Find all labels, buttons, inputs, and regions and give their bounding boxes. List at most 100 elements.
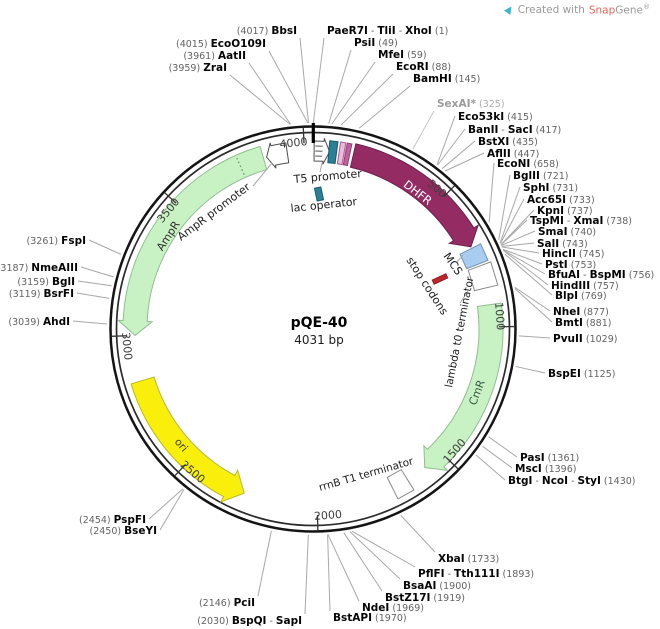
feature-ampr [116,145,268,337]
plasmid-size: 4031 bp [294,333,344,347]
enzyme-leader-BseYI [159,489,185,531]
enzyme-site-SalI: SalI (743) [537,238,588,250]
tick-mark-1500 [446,457,459,470]
enzyme-leader-SexAI [412,110,435,150]
enzyme-leader-FspI [88,239,122,255]
feature-ampr-divider [236,157,245,175]
enzyme-leader-BsrFI [76,292,110,299]
enzyme-site-NdeI: NdeI (1969) [362,602,424,614]
enzyme-site-PciI: (2146) PciI [199,597,255,609]
enzyme-site-NheI: NheI (877) [553,306,609,318]
enzyme-leader-BfuAI [503,249,546,275]
enzyme-leader-BglII [498,174,511,241]
tick-mark-3000 [111,335,128,337]
enzyme-leader-EcoO109I [268,50,309,124]
enzyme-site-SexAI: SexAI* (325) [437,98,505,110]
feature-dhfr [349,143,480,248]
lambda-t0-label: lambda t0 terminator [443,275,476,389]
feature-lac-operator-box [327,140,339,165]
enzyme-site-EcoNI: EcoNI (658) [497,158,559,170]
enzyme-leader-NdeI [327,534,360,602]
enzyme-site-PsiI: PsiI (49) [354,37,398,49]
tick-label-1000: 1000 [492,302,507,331]
enzyme-site-EcoRI: EcoRI (88) [396,61,451,73]
tick-mark-3500 [163,191,177,204]
enzyme-site-MfeI: MfeI (59) [378,49,427,61]
feature-lambda-t0-terminator-box [467,261,499,292]
ampr-promoter-leader [252,162,273,187]
enzyme-leader-PvuII [518,335,551,339]
enzyme-site-Acc65I: Acc65I (733) [527,194,595,206]
enzyme-site-TspMI: TspMI - XmaI (738) [530,215,632,227]
enzyme-leader-PciI [257,530,272,597]
enzyme-site-KpnI: KpnI (737) [537,205,593,217]
enzyme-site-SmaI: SmaI (740) [538,226,596,238]
enzyme-leader-PasI [488,436,518,458]
tick-label-2000: 2000 [314,508,343,523]
snapgene-logo-icon: ▶ [502,3,517,16]
snapgene-credit: ▶ Created with SnapGene® [502,3,650,17]
enzyme-site-MscI: MscI (1396) [515,463,576,475]
feature-cmr [423,302,504,472]
enzyme-leader-HindIII [503,250,549,286]
enzyme-leader-AflII [444,152,485,172]
enzyme-site-PstI: PstI (753) [545,259,596,271]
enzyme-site-Eco53kI: Eco53kI (415) [458,111,533,123]
tick-label-3000: 3000 [119,332,135,361]
enzyme-leader-Eco53kI [436,115,456,165]
enzyme-leader-BspEI [515,365,546,374]
feature-rbs-bar [336,141,347,166]
enzyme-site-PspFI: (2454) PspFI [79,514,146,526]
enzyme-site-EcoO109I: (4015) EcoO109I [176,38,266,50]
feature-ampr-promoter-glyph [266,142,290,169]
enzyme-site-ZraI: (3959) ZraI [169,62,227,74]
enzyme-site-SphI: SphI (731) [523,182,578,194]
enzyme-leader-MfeI [331,61,376,125]
enzyme-site-NmeAIII: (3187) NmeAIII [0,262,78,274]
enzyme-site-BlpI: BlpI (769) [555,290,607,302]
enzyme-site-BseYI: (2450) BseYI [90,525,158,537]
enzyme-site-BsrFI: (3119) BsrFI [9,288,74,300]
enzyme-site-BglI: (3159) BglI [17,276,75,288]
enzyme-leader-BglI [77,280,112,287]
feature-ori [130,376,245,503]
enzyme-site-BanII: BanII - SacI (417) [468,124,561,136]
enzyme-leader-EcoNI [488,162,495,223]
enzyme-site-BstZ17I: BstZ17I (1919) [385,592,465,604]
lac-operator-swatch [313,186,325,202]
enzyme-leader-BamHI [358,85,411,129]
enzyme-leader-TspMI [500,219,528,246]
enzyme-site-BmtI: BmtI (881) [555,317,611,329]
enzyme-leader-PaeR7I [312,37,325,124]
enzyme-site-PflFI: PflFI - Tth111I (1893) [418,568,534,580]
enzyme-leader-AhdI [72,320,108,325]
enzyme-site-PaeR7I: PaeR7I - TliI - XhoI (1) [327,25,448,37]
credit-text: Created with [517,3,585,16]
enzyme-leader-BsaAI [349,531,401,580]
enzyme-site-BglII: BglII (721) [513,170,569,182]
enzyme-site-BstAPI: BstAPI (1970) [333,612,407,624]
enzyme-leader-KpnI [500,209,535,245]
enzyme-leader-SmaI [501,230,536,246]
enzyme-site-HincII: HincII (745) [542,248,604,260]
enzyme-leader-BstZ17I [343,532,383,592]
enzyme-leader-EcoRI [340,73,394,126]
enzyme-leader-AatII [248,62,291,125]
enzyme-leader-PflFI [351,530,416,568]
enzyme-leader-BspQI [304,534,309,615]
enzyme-site-BbsI: (4017) BbsI [237,25,297,37]
enzyme-site-PasI: PasI (1361) [520,452,579,464]
enzyme-leader-BstXI [441,140,476,169]
lambda-t0-leader [459,290,469,304]
enzyme-site-AatII: (3961) AatII [183,50,246,62]
enzyme-site-FspI: (3261) FspI [27,235,86,247]
enzyme-leader-PstI [502,248,543,265]
enzyme-leader-SphI [499,186,521,244]
tick-mark-500 [443,184,456,198]
tick-mark-4000 [302,127,305,144]
tick-label-4000: 4000 [279,135,308,151]
t5-leader [319,162,323,173]
tick-mark-2500 [174,463,186,477]
enzyme-leader-PsiI [328,49,352,124]
